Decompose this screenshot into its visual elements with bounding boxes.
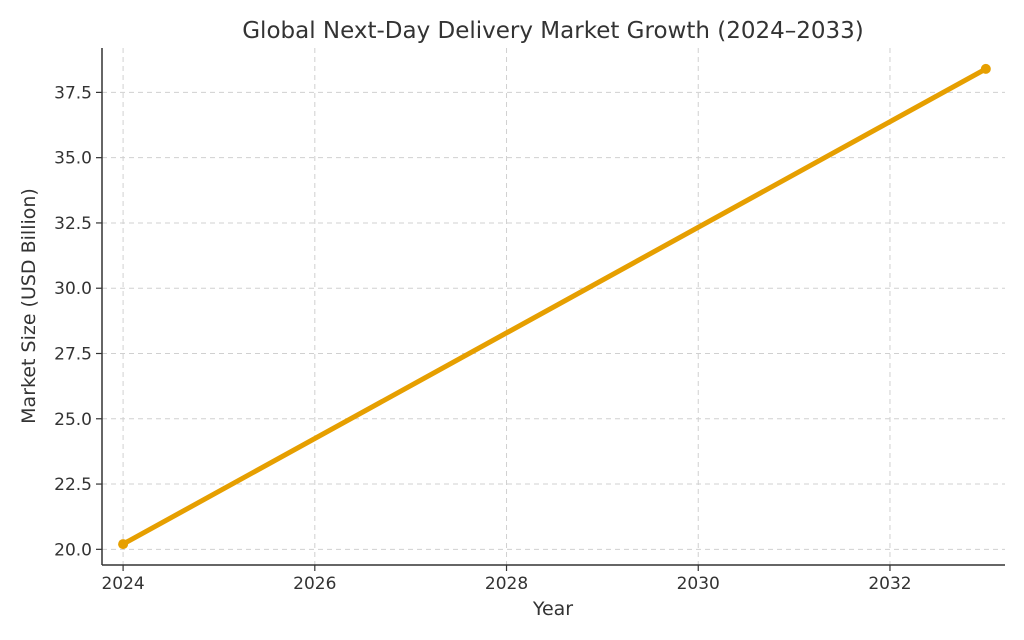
- x-tick-label: 2028: [485, 574, 528, 594]
- x-tick-label: 2024: [101, 574, 144, 594]
- x-tick-label: 2030: [677, 574, 720, 594]
- x-axis-ticks: 2024 2026 2028 2030 2032: [101, 565, 912, 594]
- data-point: [118, 539, 129, 550]
- y-tick-label: 37.5: [54, 83, 92, 103]
- y-tick-label: 32.5: [54, 214, 92, 234]
- y-tick-label: 25.0: [54, 410, 92, 430]
- y-tick-label: 30.0: [54, 279, 92, 299]
- y-tick-label: 20.0: [54, 540, 92, 560]
- x-axis-label: Year: [532, 598, 573, 620]
- y-tick-label: 22.5: [54, 475, 92, 495]
- x-tick-label: 2026: [293, 574, 336, 594]
- grid: [102, 48, 1005, 565]
- y-axis-ticks: 20.0 22.5 25.0 27.5 30.0 32.5 35.0 37.5: [54, 83, 102, 560]
- x-tick-label: 2032: [868, 574, 911, 594]
- y-axis-label: Market Size (USD Billion): [18, 188, 40, 424]
- y-tick-label: 27.5: [54, 345, 92, 365]
- series-line: [120, 66, 989, 547]
- series-layer: [118, 63, 991, 550]
- chart-title: Global Next-Day Delivery Market Growth (…: [242, 18, 864, 44]
- data-point: [980, 63, 991, 74]
- y-tick-label: 35.0: [54, 149, 92, 169]
